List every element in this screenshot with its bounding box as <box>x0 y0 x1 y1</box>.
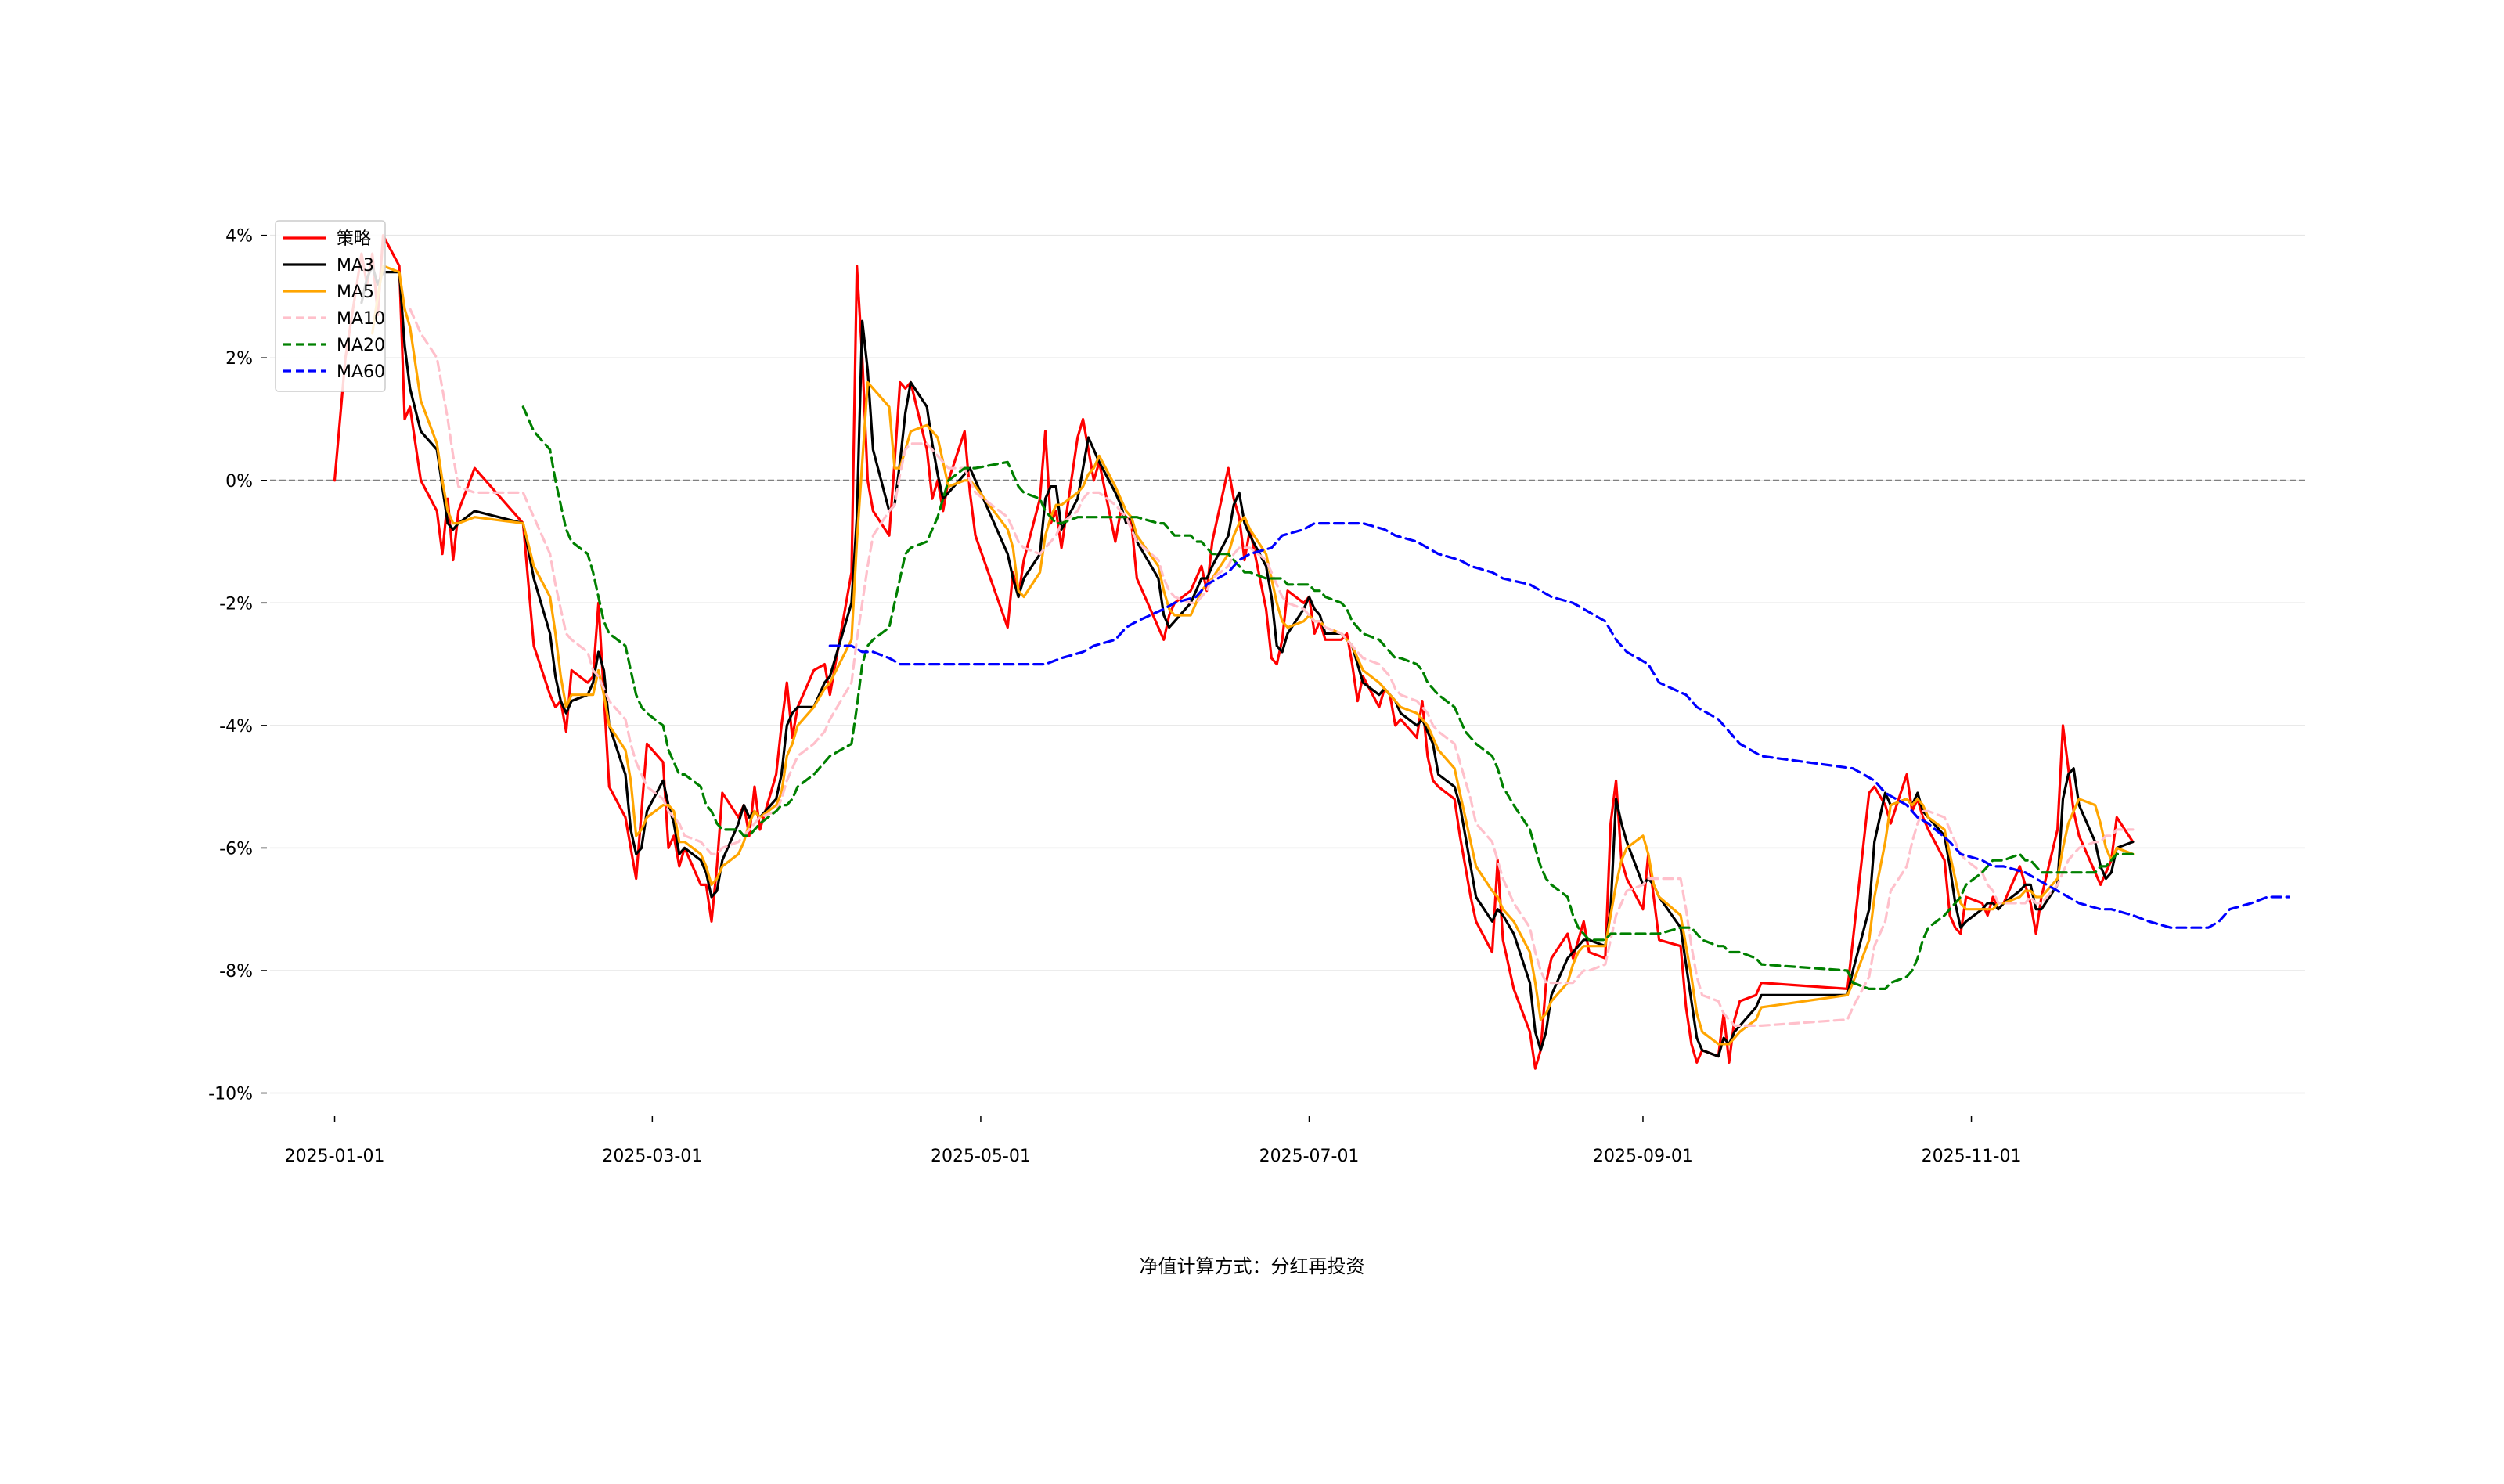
y-tick-label: -6% <box>219 839 253 859</box>
legend-label: MA10 <box>337 309 385 329</box>
y-axis-tick-labels: 4% 2% 0% -2% -4% -6% -8% -10% <box>208 227 267 1104</box>
y-tick-label: -10% <box>208 1085 253 1104</box>
series-line-1 <box>360 265 2135 1058</box>
nav-method-footnote: 净值计算方式：分红再投资 <box>1139 1255 1365 1277</box>
series-line-0 <box>333 234 2135 1070</box>
y-tick-label: 2% <box>225 349 253 369</box>
y-tick-label: -2% <box>219 594 253 614</box>
y-tick-label: -8% <box>219 962 253 982</box>
legend-label: MA20 <box>337 336 385 355</box>
series-line-4 <box>521 405 2135 991</box>
legend-label: MA5 <box>337 283 374 302</box>
x-tick-label: 2025-07-01 <box>1259 1147 1360 1166</box>
x-tick-label: 2025-05-01 <box>931 1147 1031 1166</box>
series-line-5 <box>828 521 2290 929</box>
x-tick-label: 2025-11-01 <box>1922 1147 2022 1166</box>
legend-label: 策略 <box>337 229 371 249</box>
y-tick-label: 0% <box>225 472 253 492</box>
x-tick-label: 2025-09-01 <box>1593 1147 1693 1166</box>
x-axis-tick-labels: 2025-01-01 2025-03-01 2025-05-01 2025-07-01… <box>285 1116 2022 1166</box>
series-line-2 <box>371 265 2135 1046</box>
y-tick-label: 4% <box>225 227 253 247</box>
series-line-3 <box>409 308 2135 1028</box>
x-tick-label: 2025-03-01 <box>602 1147 702 1166</box>
legend-label: MA3 <box>337 256 374 276</box>
series-lines <box>333 234 2290 1070</box>
x-tick-label: 2025-01-01 <box>285 1147 385 1166</box>
legend: 策略 MA3 MA5 MA10 MA20 MA60 <box>275 220 386 392</box>
y-tick-label: -4% <box>219 717 253 737</box>
gridlines <box>270 234 2305 1094</box>
legend-label: MA60 <box>337 362 385 382</box>
